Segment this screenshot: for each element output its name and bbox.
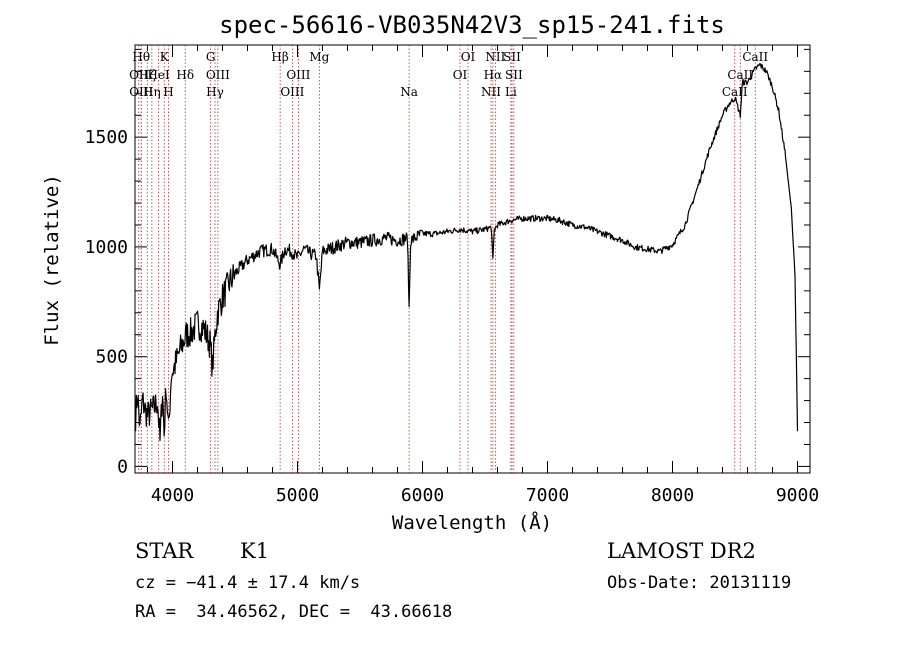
line-label-3: Hζ: [139, 68, 156, 82]
y-tick-label-2: 1000: [85, 237, 128, 258]
spectral-line-labels: OII Hθ OIII Hζ Hη HeI K HHδ G Hγ OIII Hβ OIII OIII Mg N…: [129, 50, 768, 99]
line-label-24: SII: [505, 68, 523, 82]
x-tick-label-1: 5000: [276, 485, 319, 506]
line-label-14: OIII: [286, 68, 310, 82]
x-tick-label-0: 4000: [151, 485, 194, 506]
spectral-line-markers: [138, 45, 756, 473]
y-tick-label-1: 500: [95, 347, 128, 368]
x-tick-label-5: 9000: [776, 485, 819, 506]
line-label-10: Hγ: [206, 85, 224, 99]
axis-tick-labels: 4000 5000 6000 7000 8000 9000 0 500 1000 1500: [85, 127, 820, 506]
line-label-20: Hα: [484, 68, 503, 82]
x-tick-label-3: 7000: [526, 485, 569, 506]
line-label-8: Hδ: [176, 68, 194, 82]
line-label-19: NII: [481, 85, 501, 99]
x-axis-label: Wavelength (Å): [392, 511, 552, 534]
line-label-1: Hθ: [132, 50, 150, 64]
plot-frame: [134, 44, 811, 474]
axis-ticks: [135, 45, 810, 473]
x-tick-label-2: 6000: [401, 485, 444, 506]
line-label-23: SII: [503, 50, 521, 64]
line-label-5: HeI: [147, 68, 170, 82]
line-label-11: OIII: [206, 68, 230, 82]
y-tick-label-3: 1500: [85, 127, 128, 148]
survey-name: LAMOST DR2: [607, 539, 756, 563]
line-label-12: Hβ: [271, 50, 288, 64]
object-subclass: K1: [240, 539, 270, 563]
line-label-27: CaII: [742, 50, 768, 64]
y-tick-label-0: 0: [117, 456, 128, 477]
line-label-7: H: [163, 85, 173, 99]
redshift-velocity: cz = −41.4 ± 17.4 km/s: [135, 573, 361, 593]
y-axis-label: Flux (relative): [41, 174, 63, 346]
x-tick-label-4: 8000: [651, 485, 694, 506]
line-label-15: Mg: [309, 50, 329, 64]
line-label-4: Hη: [143, 85, 161, 99]
line-label-0: OII: [129, 68, 149, 82]
line-label-21: NII: [485, 50, 505, 64]
sky-coordinates: RA = 34.46562, DEC = 43.66618: [135, 602, 453, 622]
line-label-17: OI: [453, 68, 468, 82]
line-label-16: Na: [400, 85, 418, 99]
spectrum-line: [134, 62, 799, 442]
line-label-13: OIII: [280, 85, 304, 99]
object-class: STAR: [135, 539, 194, 563]
line-label-18: OI: [461, 50, 476, 64]
line-label-2: OIII: [129, 85, 153, 99]
line-label-6: K: [160, 50, 170, 64]
chart-title: spec-56616-VB035N42V3_sp15-241.fits: [219, 11, 725, 39]
line-label-26: CaII: [727, 68, 753, 82]
observation-date: Obs-Date: 20131119: [607, 573, 792, 593]
line-label-25: CaII: [722, 85, 748, 99]
line-label-9: G: [206, 50, 216, 64]
line-label-22: Li: [505, 85, 517, 99]
